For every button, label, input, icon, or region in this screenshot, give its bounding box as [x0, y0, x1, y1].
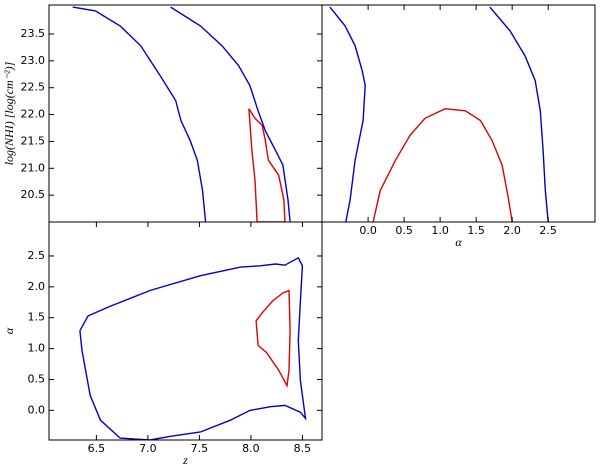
- y-tick-label: 0.5: [28, 372, 46, 385]
- contour: [329, 6, 366, 222]
- y-tick-label: 0.0: [28, 403, 46, 416]
- y-tick-label: 1.0: [28, 342, 46, 355]
- x-tick-label: 1.5: [467, 224, 485, 237]
- contour: [372, 107, 513, 222]
- y-axis-label: log(NHI) [log(cm⁻²)]: [2, 61, 16, 165]
- x-tick-label: 2.0: [503, 224, 521, 237]
- y-axis-label: α: [2, 327, 16, 334]
- contour: [79, 256, 307, 440]
- y-tick-label: 23.5: [21, 27, 46, 40]
- x-tick-label: 0.0: [359, 224, 377, 237]
- contour: [170, 6, 291, 222]
- x-tick-label: 7.5: [191, 442, 209, 455]
- x-tick-label: 6.5: [88, 442, 106, 455]
- y-tick-label: 20.5: [21, 188, 46, 201]
- y-tick-label: 21.5: [21, 134, 46, 147]
- axes-frame: [321, 4, 596, 223]
- y-tick-label: 23.0: [21, 54, 46, 67]
- x-tick-label: 8.0: [242, 442, 260, 455]
- axes-frame: [48, 221, 323, 441]
- x-tick-label: 8.5: [294, 442, 312, 455]
- y-tick-label: 21.0: [21, 161, 46, 174]
- contour: [248, 108, 286, 222]
- y-tick-label: 2.0: [28, 280, 46, 293]
- y-tick-label: 22.0: [21, 108, 46, 121]
- x-tick-label: 0.5: [395, 224, 413, 237]
- contour: [255, 289, 291, 388]
- contour: [72, 6, 207, 222]
- y-tick-label: 1.5: [28, 311, 46, 324]
- x-axis-label: α: [455, 235, 462, 249]
- contour: [489, 6, 549, 222]
- y-tick-label: 22.5: [21, 81, 46, 94]
- x-tick-label: 1.0: [431, 224, 449, 237]
- x-tick-label: 2.5: [539, 224, 557, 237]
- y-tick-label: 2.5: [28, 249, 46, 262]
- x-axis-label: z: [182, 453, 188, 465]
- x-tick-label: 7.0: [139, 442, 157, 455]
